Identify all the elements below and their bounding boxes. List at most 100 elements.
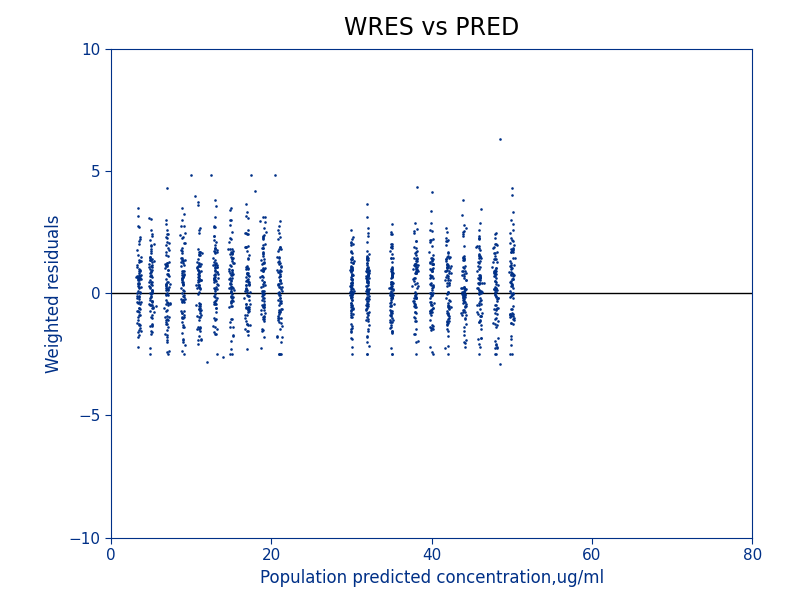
- Point: [256, 271, 268, 281]
- Point: [210, 307, 223, 316]
- Point: [440, 254, 453, 264]
- Point: [409, 268, 422, 277]
- Point: [489, 265, 501, 275]
- Point: [160, 219, 173, 229]
- Point: [362, 316, 375, 326]
- Point: [492, 304, 505, 313]
- Point: [225, 270, 238, 280]
- Point: [192, 268, 205, 278]
- Point: [242, 304, 254, 314]
- Point: [488, 268, 501, 277]
- Point: [134, 256, 147, 266]
- Point: [362, 276, 375, 285]
- Point: [133, 257, 146, 267]
- Point: [361, 349, 374, 359]
- Point: [145, 229, 158, 239]
- Point: [473, 254, 485, 263]
- Point: [426, 290, 439, 300]
- Point: [440, 266, 452, 276]
- Point: [505, 318, 518, 328]
- Point: [225, 268, 238, 277]
- Point: [242, 271, 254, 280]
- Point: [176, 328, 188, 338]
- Point: [132, 266, 145, 276]
- Point: [459, 338, 471, 348]
- Point: [145, 241, 158, 251]
- Point: [131, 275, 144, 285]
- Point: [424, 270, 436, 280]
- Point: [239, 264, 252, 274]
- Point: [360, 349, 373, 359]
- Point: [474, 324, 487, 334]
- Point: [238, 324, 251, 334]
- Point: [361, 258, 374, 268]
- Point: [459, 314, 471, 324]
- Point: [224, 279, 237, 288]
- Point: [241, 246, 253, 256]
- Point: [163, 280, 176, 290]
- Point: [135, 326, 147, 336]
- Point: [208, 289, 221, 299]
- Point: [226, 282, 238, 292]
- Point: [425, 241, 438, 251]
- Point: [195, 275, 208, 285]
- Point: [208, 257, 221, 267]
- Point: [192, 276, 205, 285]
- Point: [386, 243, 399, 253]
- Point: [240, 316, 253, 326]
- Point: [504, 312, 516, 322]
- Point: [409, 290, 422, 300]
- Point: [192, 244, 204, 254]
- Point: [361, 281, 374, 291]
- Point: [131, 288, 143, 298]
- Point: [160, 216, 173, 225]
- Point: [226, 247, 238, 257]
- Point: [488, 243, 501, 252]
- Point: [475, 253, 488, 263]
- Point: [409, 218, 421, 227]
- Point: [471, 257, 484, 267]
- Point: [345, 240, 357, 250]
- Point: [192, 261, 204, 271]
- Point: [177, 295, 190, 304]
- Point: [425, 235, 437, 245]
- Point: [241, 269, 253, 279]
- Point: [410, 265, 423, 275]
- Point: [427, 260, 440, 269]
- Point: [224, 279, 237, 288]
- Point: [134, 287, 147, 297]
- Point: [443, 301, 455, 310]
- Point: [345, 277, 358, 287]
- Point: [385, 349, 398, 359]
- Point: [362, 296, 375, 306]
- Point: [274, 276, 287, 285]
- Point: [226, 295, 238, 304]
- Point: [257, 265, 270, 275]
- Point: [428, 299, 440, 309]
- Point: [385, 279, 398, 288]
- Point: [474, 273, 486, 282]
- Point: [478, 278, 491, 288]
- Point: [385, 290, 398, 299]
- Point: [491, 293, 504, 302]
- Point: [473, 250, 485, 260]
- Point: [385, 288, 398, 298]
- Point: [504, 257, 516, 266]
- Point: [425, 259, 438, 269]
- Point: [176, 271, 188, 280]
- Point: [386, 284, 399, 294]
- Point: [144, 264, 157, 274]
- Point: [506, 268, 519, 277]
- Point: [490, 273, 503, 283]
- Point: [223, 220, 236, 230]
- Point: [238, 293, 250, 303]
- Point: [143, 349, 156, 359]
- Point: [474, 311, 486, 321]
- Point: [408, 293, 421, 303]
- Point: [161, 258, 173, 268]
- Point: [209, 303, 222, 313]
- Point: [161, 330, 173, 340]
- Point: [385, 282, 398, 292]
- Point: [242, 302, 255, 312]
- Point: [386, 240, 398, 249]
